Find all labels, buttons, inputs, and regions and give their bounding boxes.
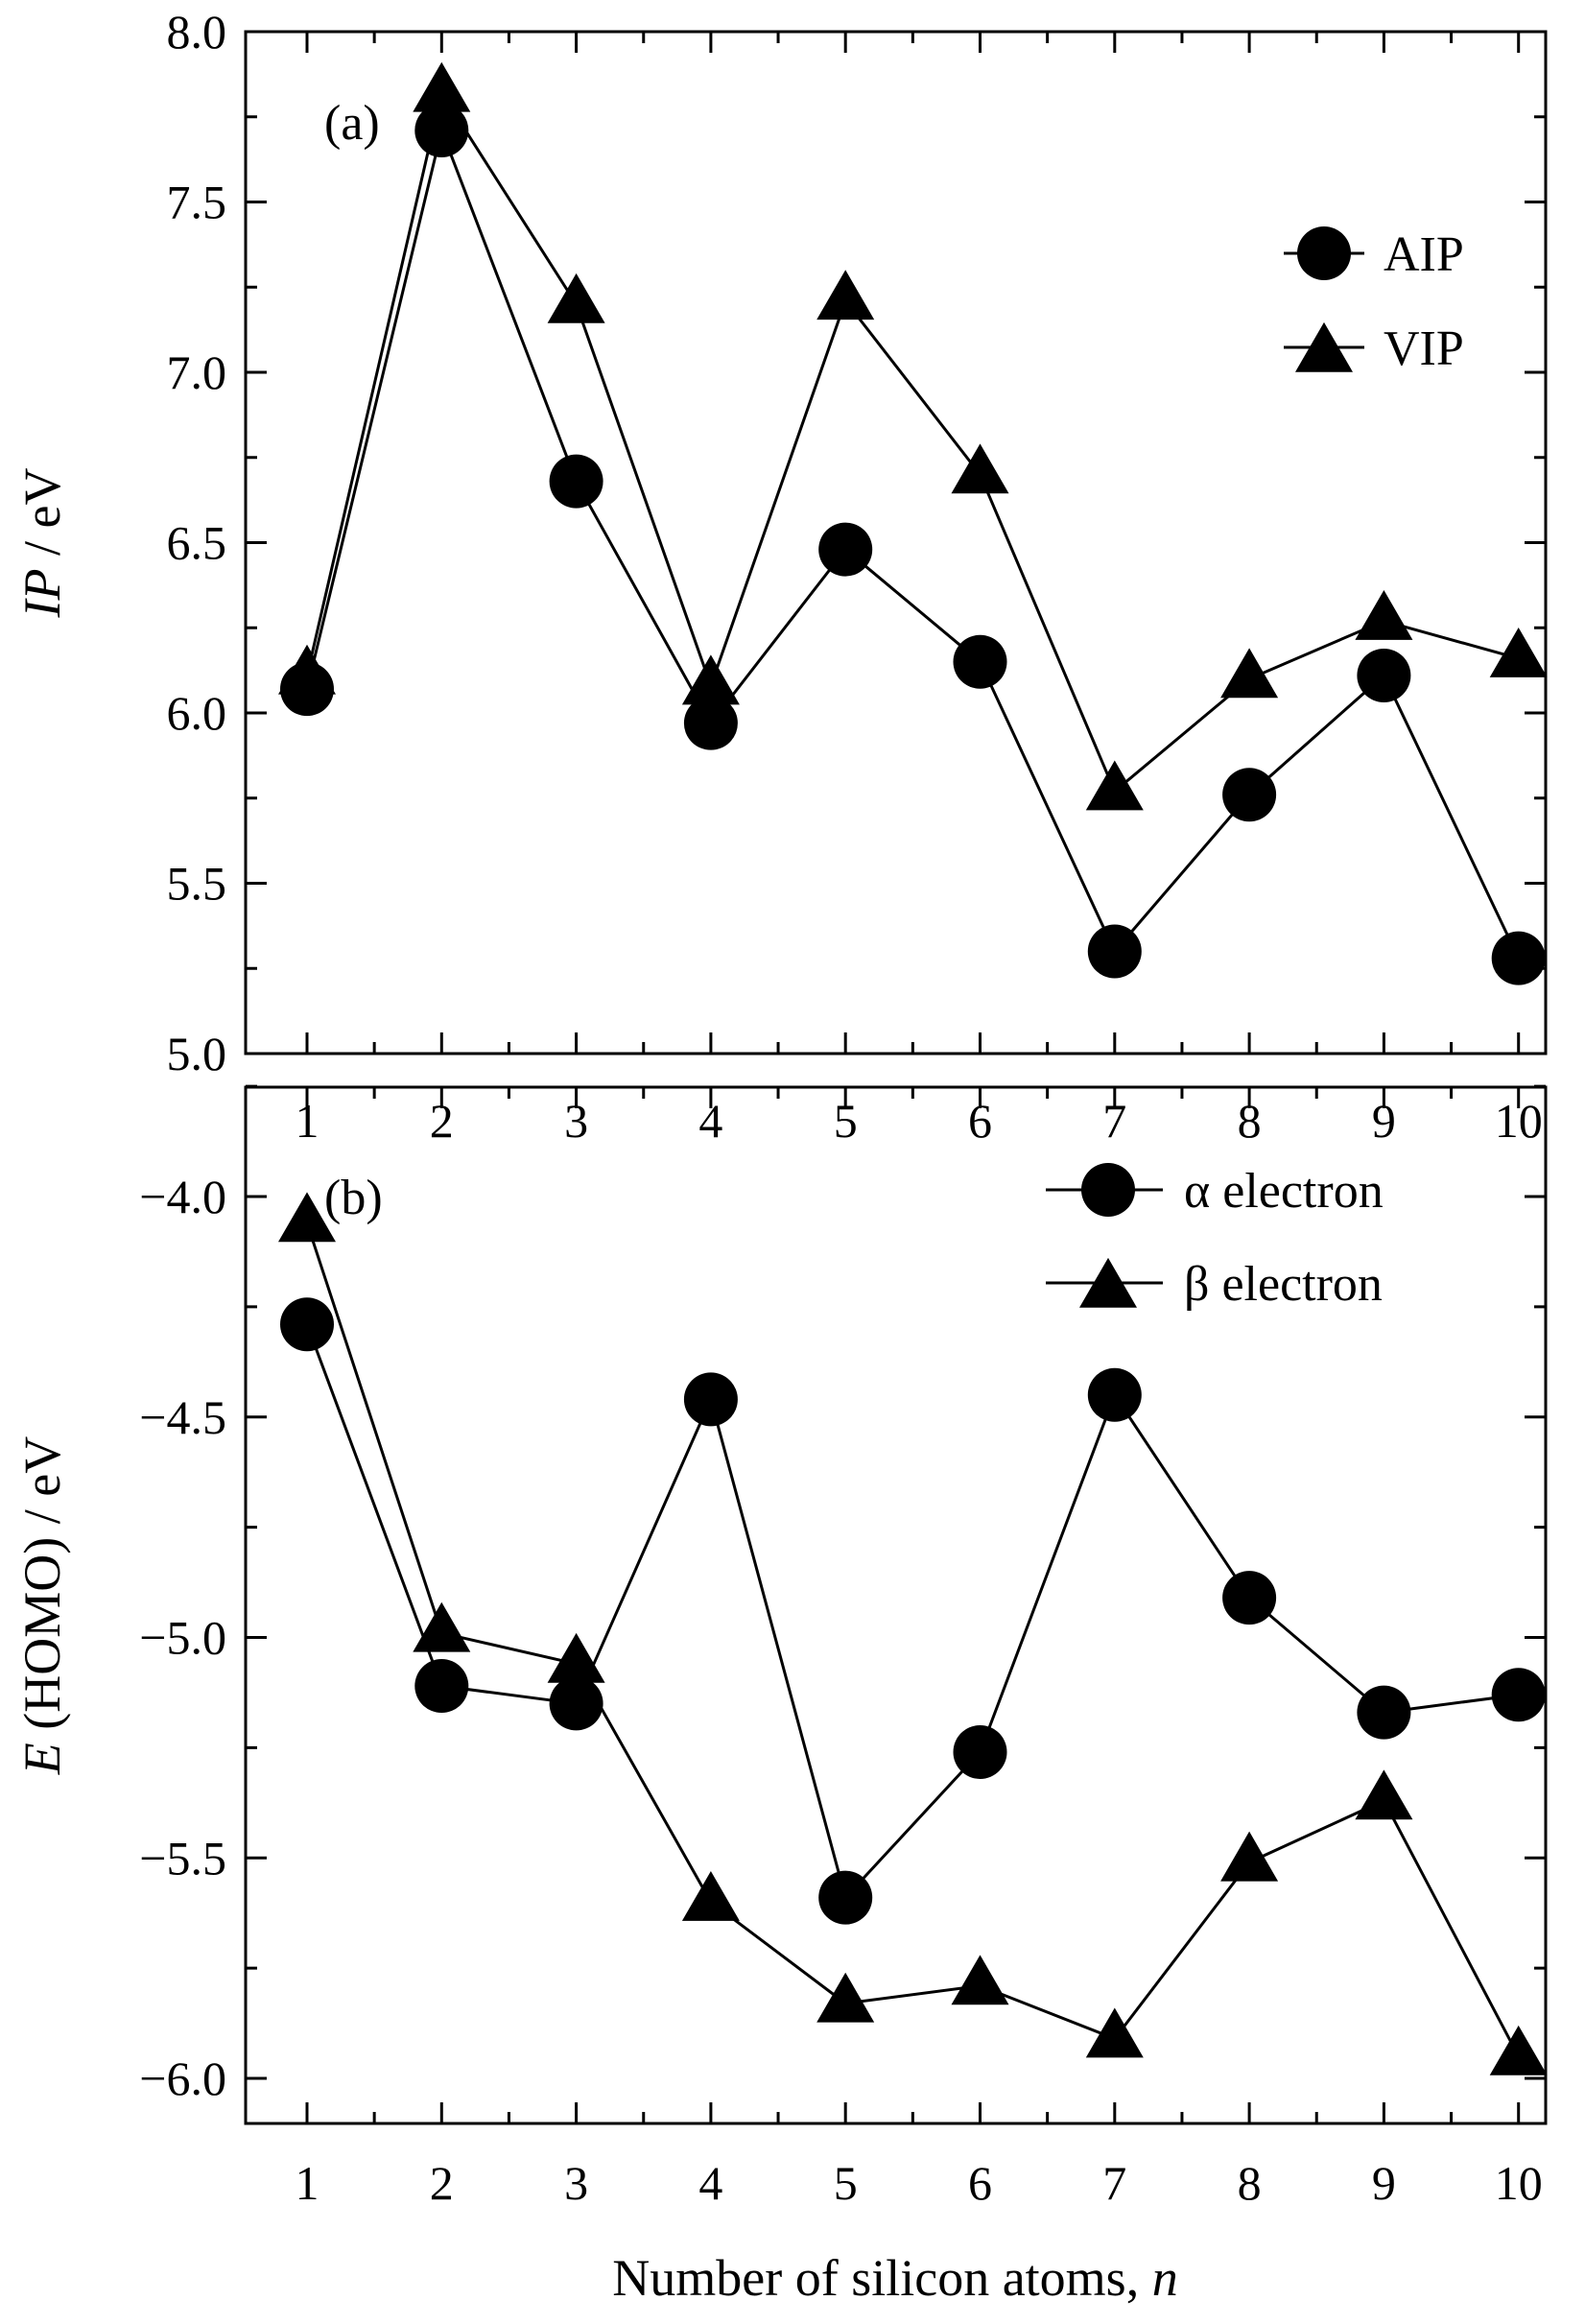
- data-point-triangle: [1085, 760, 1144, 811]
- y-tick-label: 8.0: [167, 5, 227, 59]
- series-line-circle: [305, 1323, 1519, 1901]
- data-point-triangle: [413, 61, 471, 112]
- panel-a: 5.05.56.06.57.07.58.01 2 3 4 5 6 7 8 9 10(a)IP / …: [13, 5, 1548, 1148]
- y-tick-label: 7.5: [167, 176, 227, 229]
- data-point-circle: [549, 1676, 603, 1731]
- data-point-triangle: [547, 273, 605, 323]
- legend-label: α electron: [1184, 1164, 1384, 1219]
- y-tick-label: −4.0: [139, 1170, 226, 1223]
- data-point-circle: [1222, 768, 1277, 822]
- data-point-circle: [1222, 1571, 1277, 1625]
- data-point-triangle: [547, 1632, 605, 1683]
- y-tick-label: 5.5: [167, 857, 227, 911]
- data-point-triangle: [681, 1871, 740, 1921]
- data-point-triangle: [1220, 648, 1279, 699]
- data-point-circle: [818, 522, 873, 577]
- x-axis-title-variable: n: [1152, 2249, 1178, 2307]
- data-point-circle: [1491, 1668, 1546, 1722]
- data-point-circle: [414, 103, 469, 157]
- data-point-circle: [1087, 924, 1142, 979]
- legend: AIP VIP: [1284, 226, 1464, 376]
- data-point-triangle: [816, 1972, 875, 2023]
- x-tick-label: 3: [564, 2156, 588, 2210]
- y-tick-label: 7.0: [167, 345, 227, 399]
- data-point-triangle: [413, 1601, 471, 1652]
- data-point-triangle: [681, 654, 740, 705]
- x-tick-label: 8: [1238, 2156, 1262, 2210]
- data-point-circle: [953, 1724, 1007, 1779]
- data-point-triangle: [1220, 1831, 1279, 1882]
- legend-label: AIP: [1384, 227, 1464, 282]
- plot-frame: [244, 1085, 1548, 2125]
- data-point-circle: [1087, 1367, 1142, 1422]
- data-point-circle: [1491, 931, 1546, 985]
- x-axis-title-main: Number of silicon atoms,: [612, 2249, 1151, 2307]
- data-point-triangle: [1489, 2025, 1548, 2075]
- y-tick-label: −5.0: [139, 1611, 226, 1665]
- data-point-circle: [953, 634, 1007, 689]
- data-point-circle: [414, 1659, 469, 1714]
- data-point-circle: [683, 696, 738, 750]
- data-point-triangle: [1085, 2007, 1144, 2058]
- data-point-circle: [549, 454, 603, 509]
- x-tick-label: 7: [1102, 2156, 1126, 2210]
- y-axis-title: E (HOMO) / eV: [13, 1436, 71, 1775]
- y-tick-label: −4.5: [139, 1390, 226, 1444]
- data-point-triangle: [816, 270, 875, 320]
- x-tick-label: 9: [1372, 2156, 1396, 2210]
- data-point-circle: [280, 1297, 334, 1352]
- y-axis-title-unit: / eV: [13, 468, 71, 569]
- series-line-triangle: [305, 89, 1520, 794]
- y-axis-title-italic: E: [13, 1743, 71, 1775]
- y-tick-label: −6.0: [139, 2051, 226, 2105]
- panel-tag: (b): [324, 1171, 383, 1225]
- y-tick-label: −5.5: [139, 1831, 226, 1885]
- series-line-triangle: [305, 1222, 1521, 2057]
- x-tick-label: 2: [430, 2156, 454, 2210]
- data-point-triangle: [278, 644, 336, 695]
- data-point-triangle: [1355, 1769, 1413, 1820]
- legend-label: VIP: [1384, 321, 1464, 376]
- x-tick-label: 4: [698, 2156, 722, 2210]
- plot-frame: [244, 30, 1548, 1055]
- legend: α electron β electron: [1046, 1163, 1384, 1312]
- y-tick-label: 5.0: [167, 1027, 227, 1080]
- legend-label: β electron: [1184, 1257, 1383, 1312]
- data-point-circle: [1357, 648, 1411, 702]
- data-point-circle: [683, 1372, 738, 1427]
- y-axis-title: IP / eV: [13, 468, 71, 619]
- x-tick-label: 5: [834, 2156, 858, 2210]
- data-point-triangle: [278, 1192, 336, 1243]
- y-axis-title-italic: IP: [13, 569, 71, 619]
- data-point-triangle: [951, 443, 1009, 494]
- data-point-triangle: [1355, 589, 1413, 640]
- x-tick-label: 10: [1495, 2156, 1543, 2210]
- legend-marker-triangle: [1295, 321, 1353, 372]
- y-axis-title-unit: (HOMO) / eV: [13, 1436, 71, 1743]
- data-point-circle: [1357, 1685, 1411, 1740]
- data-point-triangle: [951, 1955, 1009, 2005]
- data-point-circle: [818, 1870, 873, 1925]
- legend-marker-circle: [1081, 1163, 1135, 1217]
- x-tick-label: 1: [296, 2156, 319, 2210]
- legend-marker-circle: [1297, 226, 1351, 280]
- panel-b: −6.0 −5.5 −5.0 −4.5 −4.0 1 2 3 4 5 6 7 8 9 10 (b) E (HOM…: [13, 1084, 1548, 2307]
- y-tick-label: 6.5: [167, 516, 227, 570]
- panel-tag: (a): [324, 96, 380, 151]
- data-point-triangle: [1489, 628, 1548, 677]
- y-tick-label: 6.0: [167, 686, 227, 740]
- x-axis-title: Number of silicon atoms, n: [612, 2249, 1177, 2307]
- legend-marker-triangle: [1079, 1257, 1137, 1308]
- x-tick-label: 6: [968, 2156, 992, 2210]
- series-line-circle: [305, 125, 1521, 960]
